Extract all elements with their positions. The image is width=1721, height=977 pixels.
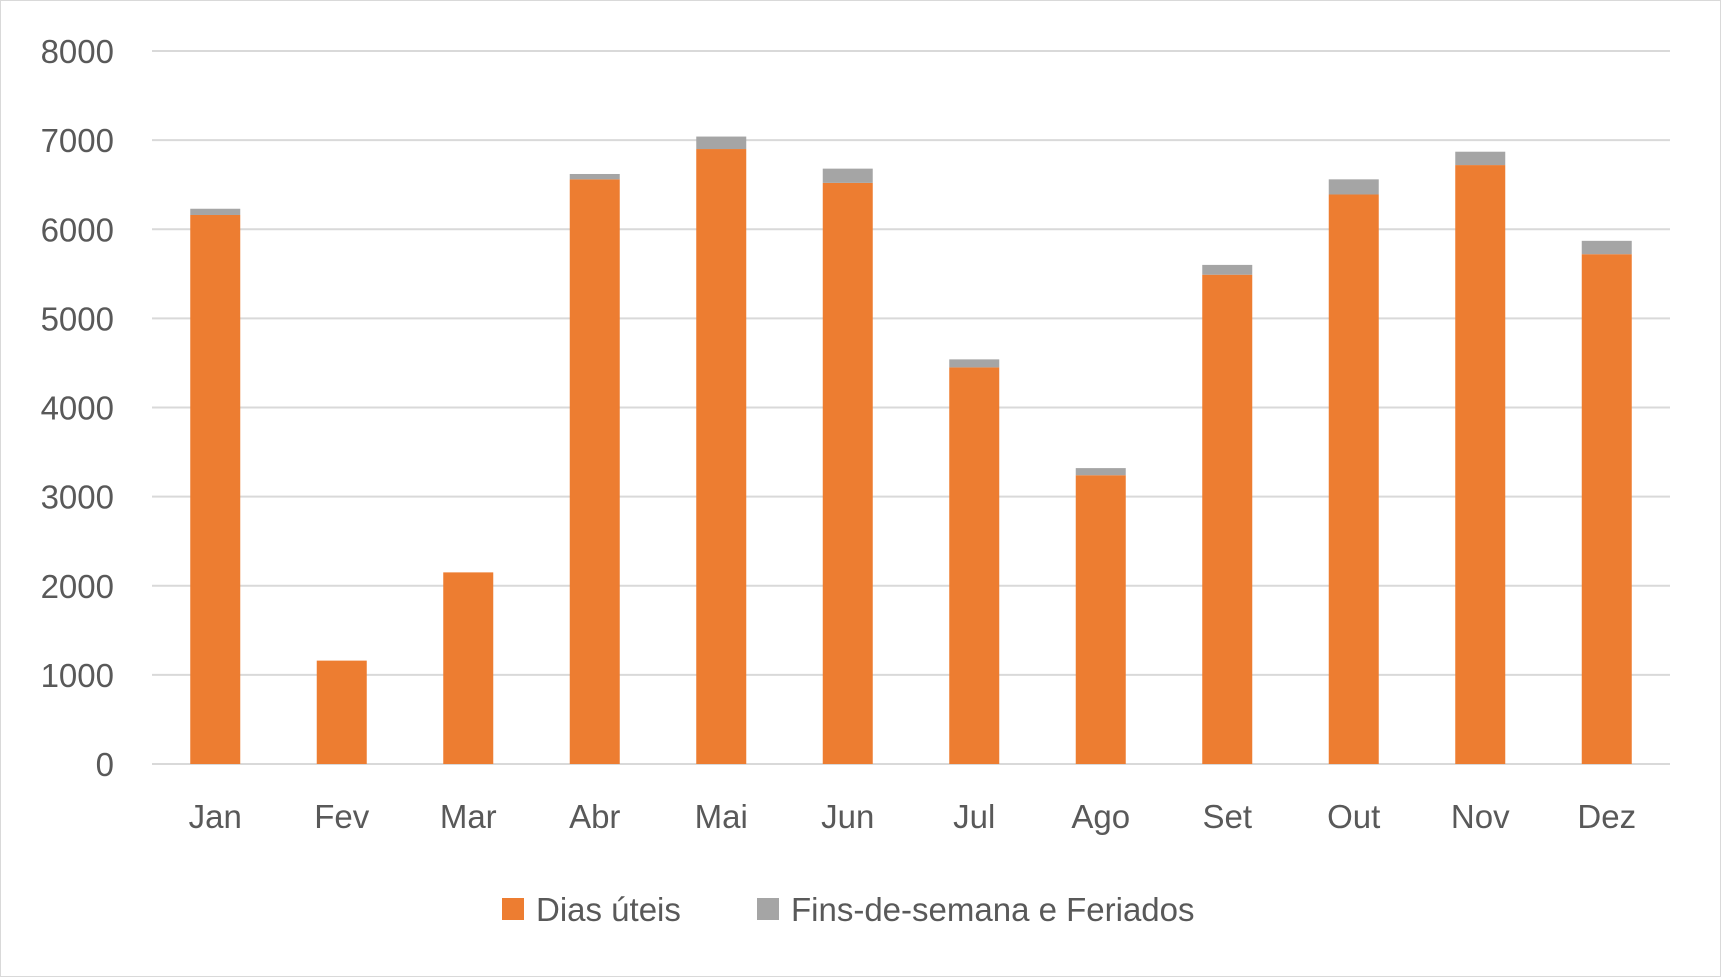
x-tick-label: Ago: [1071, 798, 1130, 835]
x-tick-label: Jan: [189, 798, 242, 835]
x-tick-label: Abr: [569, 798, 620, 835]
x-tick-label: Jun: [821, 798, 874, 835]
y-tick-label: 3000: [41, 479, 114, 516]
legend: Dias úteis Fins-de-semana e Feriados: [502, 891, 1195, 928]
bar-dias-uteis-mai: [696, 149, 747, 765]
bar-dias-uteis-ago: [1075, 475, 1126, 764]
x-tick-label: Fev: [314, 798, 370, 835]
x-tick-label: Nov: [1451, 798, 1510, 835]
bar-fins-de-semana-nov: [1455, 151, 1506, 166]
bar-fins-de-semana-jul: [949, 359, 1000, 368]
bar-dias-uteis-set: [1202, 274, 1253, 764]
y-tick-label: 8000: [41, 33, 114, 70]
y-tick-label: 2000: [41, 568, 114, 605]
bars: [190, 136, 1632, 765]
bar-dias-uteis-mar: [443, 572, 494, 764]
bar-dias-uteis-nov: [1455, 165, 1506, 764]
bar-fins-de-semana-mai: [696, 136, 747, 150]
x-tick-label: Mai: [695, 798, 748, 835]
legend-label-dias-uteis: Dias úteis: [536, 891, 681, 928]
gridlines: [152, 50, 1670, 765]
x-tick-label: Dez: [1577, 798, 1636, 835]
bar-fins-de-semana-jan: [190, 208, 241, 215]
bar-fins-de-semana-ago: [1075, 468, 1126, 476]
bar-fins-de-semana-dez: [1581, 240, 1632, 255]
y-tick-label: 6000: [41, 211, 114, 248]
legend-swatch-fins-de-semana: [757, 898, 779, 920]
bar-fins-de-semana-jun: [822, 168, 873, 183]
y-tick-label: 5000: [41, 300, 114, 337]
x-tick-label: Mar: [440, 798, 497, 835]
y-tick-label: 7000: [41, 122, 114, 159]
x-tick-label: Out: [1327, 798, 1380, 835]
x-axis-ticks: Jan Fev Mar Abr Mai Jun Jul Ago Set Out Nov Dez: [189, 798, 1636, 835]
y-tick-label: 4000: [41, 390, 114, 427]
x-tick-label: Jul: [953, 798, 995, 835]
bar-fins-de-semana-set: [1202, 264, 1253, 275]
bar-dias-uteis-out: [1328, 194, 1379, 764]
bar-fins-de-semana-out: [1328, 179, 1379, 195]
bar-dias-uteis-jan: [190, 214, 241, 765]
y-tick-label: 0: [96, 746, 114, 783]
y-tick-label: 1000: [41, 657, 114, 694]
bar-fins-de-semana-abr: [569, 173, 620, 180]
bar-dias-uteis-abr: [569, 179, 620, 765]
y-axis-ticks: 0 1000 2000 3000 4000 5000 6000 7000 8000: [41, 33, 114, 783]
bar-dias-uteis-dez: [1581, 254, 1632, 764]
legend-label-fins-de-semana: Fins-de-semana e Feriados: [791, 891, 1195, 928]
bar-dias-uteis-jun: [822, 182, 873, 764]
x-tick-label: Set: [1202, 798, 1252, 835]
legend-swatch-dias-uteis: [502, 898, 524, 920]
bar-dias-uteis-jul: [949, 367, 1000, 764]
bar-dias-uteis-fev: [316, 660, 367, 764]
